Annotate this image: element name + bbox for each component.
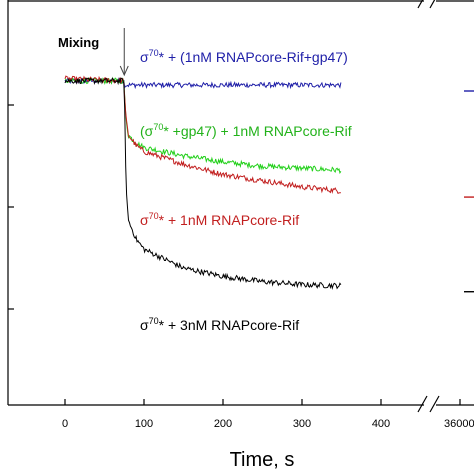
mixing-annotation: Mixing (58, 28, 129, 77)
x-ticks: 0 100 200 300 400 36000 (62, 399, 474, 430)
series-label-black: σ70* + 3nM RNAPcore-Rif (140, 316, 299, 333)
series-label-red: σ70* + 1nM RNAPcore-Rif (140, 211, 299, 228)
x-tick-label-after-break: 36000 (444, 418, 474, 430)
mixing-label: Mixing (58, 35, 99, 50)
top-break-mark-left (417, 0, 424, 9)
x-axis-label: Time, s (230, 449, 295, 471)
series-label-green: (σ70* +gp47) + 1nM RNAPcore-Rif (140, 122, 352, 139)
x-axis-break-mark-right (429, 395, 440, 413)
x-tick-label: 400 (372, 418, 390, 430)
x-tick-label: 0 (62, 418, 68, 430)
series-label-blue: σ70* + (1nM RNAPcore-Rif+gp47) (140, 48, 348, 65)
x-tick-label: 200 (214, 418, 232, 430)
top-break-mark-right (429, 0, 436, 9)
series-line-green (65, 76, 342, 175)
post-break-layer (464, 90, 474, 293)
x-tick-label: 100 (135, 418, 153, 430)
series-line-black (64, 77, 342, 290)
x-axis-break-mark-left (417, 395, 428, 413)
mixing-arrow-head (119, 65, 129, 77)
series-layer (64, 75, 342, 290)
x-tick-label: 300 (293, 418, 311, 430)
